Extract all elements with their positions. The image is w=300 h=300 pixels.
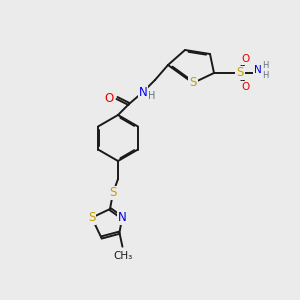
Text: H: H bbox=[148, 91, 156, 101]
Text: S: S bbox=[88, 211, 95, 224]
Text: N: N bbox=[118, 211, 127, 224]
Text: O: O bbox=[241, 82, 249, 92]
Text: CH₃: CH₃ bbox=[114, 251, 133, 261]
Text: S: S bbox=[109, 187, 117, 200]
Text: N: N bbox=[254, 65, 262, 75]
Text: N: N bbox=[139, 85, 147, 98]
Text: O: O bbox=[105, 92, 114, 104]
Text: O: O bbox=[241, 54, 249, 64]
Text: H: H bbox=[262, 70, 268, 80]
Text: H: H bbox=[262, 61, 268, 70]
Text: S: S bbox=[236, 67, 244, 80]
Text: S: S bbox=[189, 76, 197, 89]
